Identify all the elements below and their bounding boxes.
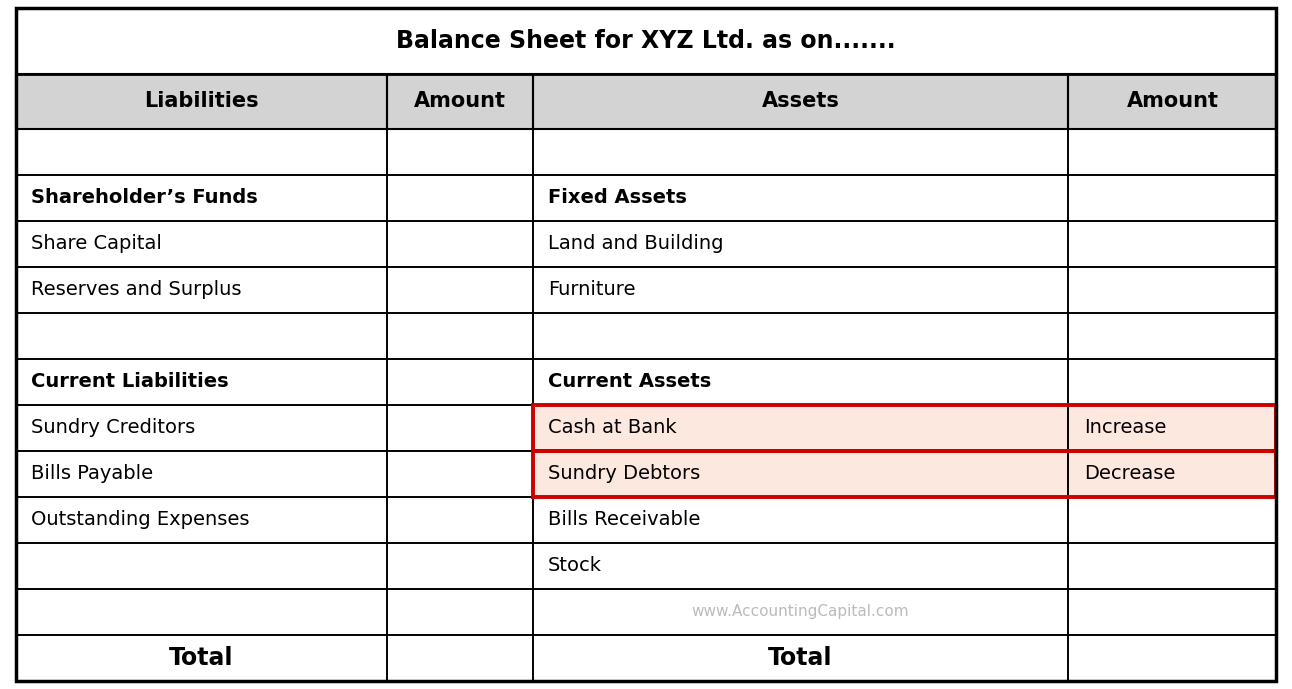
Text: Land and Building: Land and Building: [548, 234, 724, 254]
Text: Current Liabilities: Current Liabilities: [31, 372, 229, 391]
Bar: [1068, 74, 1276, 129]
Text: Bills Receivable: Bills Receivable: [548, 511, 700, 529]
Text: Amount: Amount: [1127, 91, 1218, 112]
Text: Decrease: Decrease: [1084, 464, 1176, 483]
Bar: [532, 451, 1276, 497]
Bar: [532, 405, 1068, 451]
Text: Sundry Debtors: Sundry Debtors: [548, 464, 700, 483]
Text: Outstanding Expenses: Outstanding Expenses: [31, 511, 249, 529]
Text: Liabilities: Liabilities: [145, 91, 258, 112]
Text: Shareholder’s Funds: Shareholder’s Funds: [31, 188, 258, 207]
Text: Fixed Assets: Fixed Assets: [548, 188, 687, 207]
Text: Cash at Bank: Cash at Bank: [548, 418, 677, 438]
Text: Current Assets: Current Assets: [548, 372, 712, 391]
Bar: [532, 405, 1276, 451]
Bar: [532, 74, 1068, 129]
Text: Share Capital: Share Capital: [31, 234, 162, 254]
Text: Assets: Assets: [761, 91, 840, 112]
Text: www.AccountingCapital.com: www.AccountingCapital.com: [691, 604, 910, 619]
Text: Sundry Creditors: Sundry Creditors: [31, 418, 195, 438]
Bar: [16, 8, 1276, 74]
Text: Bills Payable: Bills Payable: [31, 464, 154, 483]
Text: Increase: Increase: [1084, 418, 1167, 438]
Bar: [388, 74, 532, 129]
Text: Balance Sheet for XYZ Ltd. as on.......: Balance Sheet for XYZ Ltd. as on.......: [397, 29, 895, 53]
Text: Furniture: Furniture: [548, 280, 636, 299]
Bar: [1068, 451, 1276, 497]
Text: Amount: Amount: [413, 91, 506, 112]
Bar: [532, 451, 1068, 497]
Text: Total: Total: [169, 646, 234, 670]
Text: Stock: Stock: [548, 556, 602, 575]
Text: Reserves and Surplus: Reserves and Surplus: [31, 280, 242, 299]
Bar: [16, 74, 388, 129]
Bar: [1068, 405, 1276, 451]
Text: Total: Total: [769, 646, 833, 670]
